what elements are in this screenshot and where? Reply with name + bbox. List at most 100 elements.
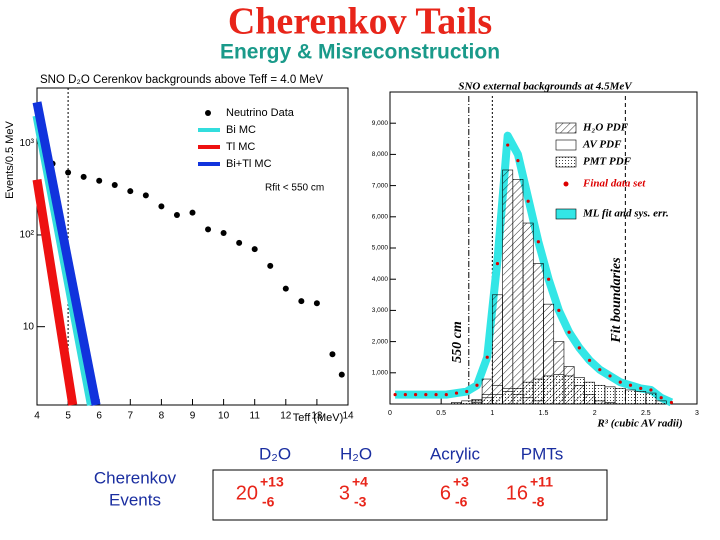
hist-bar: [543, 375, 555, 405]
data-point: [424, 393, 428, 397]
data-point: [298, 298, 305, 305]
column-header: Acrylic: [430, 444, 481, 463]
data-point: [608, 374, 612, 378]
x-tick-label: 1.5: [539, 410, 549, 417]
legend-swatch: [555, 156, 577, 168]
x-tick-label: 9: [190, 411, 196, 422]
data-point: [329, 351, 336, 358]
chart-title: SNO external backgrounds at 4.5MeV: [458, 81, 633, 93]
hist-bar: [461, 400, 473, 405]
cell-value: 6: [440, 482, 451, 504]
y-tick-label: 5,000: [372, 245, 389, 252]
mc-band: [32, 101, 101, 406]
x-tick-label: 8: [159, 411, 165, 422]
legend-swatch: [555, 122, 577, 134]
y-tick-label: 9,000: [372, 120, 389, 127]
x-tick-label: 13: [311, 411, 323, 422]
hist-bar: [532, 378, 544, 405]
column-header: H₂O: [340, 444, 372, 463]
data-point: [454, 391, 459, 395]
data-point: [567, 330, 571, 334]
data-point: [526, 199, 530, 203]
legend-label: Bi+Tl MC: [226, 158, 272, 170]
hist-bar: [502, 169, 514, 405]
cell-value: 16: [506, 482, 528, 504]
data-point: [598, 368, 602, 372]
y-tick-label: 10: [23, 321, 35, 332]
x-tick-label: 0.5: [436, 410, 446, 417]
data-point: [338, 371, 345, 378]
legend-swatch: [205, 110, 211, 116]
x-tick-label: 3: [695, 410, 699, 417]
data-point: [536, 240, 540, 244]
hist-bar: [512, 179, 524, 405]
hist-bar: [604, 386, 616, 405]
cell-minus: -3: [354, 494, 367, 510]
row-label: Cherenkov: [94, 468, 177, 487]
cell-minus: -6: [262, 494, 275, 510]
row-label: Events: [109, 490, 161, 509]
y-axis-label: Events/0.5 MeV: [4, 121, 16, 199]
data-point: [282, 285, 289, 292]
data-point: [251, 246, 258, 253]
x-tick-label: 0: [388, 410, 392, 417]
data-point: [158, 203, 165, 210]
data-point: [639, 386, 643, 390]
hist-bar: [573, 377, 585, 405]
data-point: [475, 383, 479, 387]
data-point: [628, 383, 633, 387]
legend-swatch: [563, 181, 569, 187]
x-tick-label: 1: [490, 410, 494, 417]
cell-plus: +3: [453, 474, 469, 490]
y-tick-label: 7,000: [372, 182, 389, 189]
x-axis-label: Teff (MeV): [293, 412, 344, 424]
data-point: [403, 393, 407, 397]
data-point: [80, 173, 87, 180]
column-header: PMTs: [521, 444, 564, 463]
hist-bar: [563, 375, 575, 405]
hist-bar: [553, 374, 565, 405]
x-tick-label: 12: [280, 411, 292, 422]
y-tick-label: 10²: [20, 230, 35, 241]
legend-label: Final data set: [582, 178, 646, 190]
data-point: [649, 388, 653, 392]
data-point: [659, 396, 663, 400]
hist-bar: [451, 402, 462, 405]
legend-label: ML fit and sys. err.: [582, 208, 669, 220]
data-point: [444, 393, 448, 397]
hist-bar: [522, 222, 534, 405]
hist-bar: [471, 399, 483, 405]
data-point: [485, 355, 489, 359]
hist-bar: [492, 294, 503, 405]
legend-label: AV PDF: [582, 139, 622, 151]
fit-band: [395, 131, 674, 407]
x-axis-label: R³ (cubic AV radii): [596, 418, 682, 430]
hist-bar: [645, 392, 657, 405]
hist-bar: [502, 391, 514, 405]
cell-plus: +11: [530, 474, 553, 490]
cell-plus: +13: [260, 474, 284, 490]
data-point: [236, 239, 243, 246]
x-tick-label: 14: [342, 411, 354, 422]
table-box: [212, 469, 608, 521]
x-tick-label: 10: [218, 411, 230, 422]
x-tick-label: 4: [34, 411, 40, 422]
annotation: 550 cm: [450, 321, 465, 363]
legend-label: Tl MC: [226, 141, 255, 153]
x-tick-label: 11: [250, 411, 261, 422]
y-tick-label: 4,000: [372, 276, 389, 283]
data-point: [413, 393, 418, 397]
data-point: [111, 182, 118, 189]
hist-bar: [655, 400, 667, 405]
data-point: [434, 393, 438, 397]
x-tick-label: 2.5: [641, 410, 651, 417]
y-tick-label: 1,000: [372, 370, 389, 377]
hist-bar: [522, 381, 534, 405]
legend-label: Bi MC: [226, 124, 256, 136]
y-tick-label: 6,000: [372, 214, 389, 221]
data-point: [313, 300, 320, 307]
legend-label: PMT PDF: [583, 156, 632, 168]
hist-bar: [594, 384, 606, 405]
data-point: [205, 226, 212, 233]
